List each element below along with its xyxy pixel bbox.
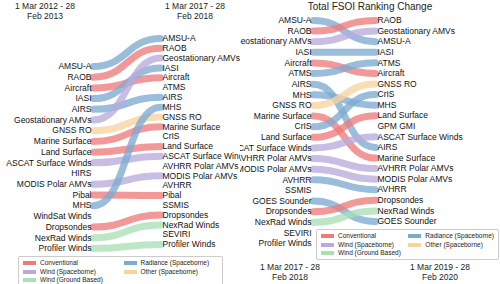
svg-text:Marine Surface: Marine Surface <box>163 122 221 132</box>
svg-text:MHS: MHS <box>293 90 312 100</box>
svg-text:RAOB: RAOB <box>287 26 311 36</box>
html-text:Conventional: Conventional <box>40 259 78 266</box>
html-text:Other (Spaceborne): Other (Spaceborne) <box>425 240 483 248</box>
svg-text:IASI: IASI <box>378 47 394 57</box>
svg-text:Geostationary AMVs: Geostationary AMVs <box>163 53 240 63</box>
html-text:Radiance (Spaceborne): Radiance (Spaceborne) <box>140 259 210 266</box>
svg-text:AMSU-A: AMSU-A <box>58 61 91 71</box>
svg-text:Profiler Winds: Profiler Winds <box>163 239 216 249</box>
svg-text:Profiler Winds: Profiler Winds <box>39 243 92 253</box>
html-text:Wind (Spaceborne): Wind (Spaceborne) <box>40 267 96 275</box>
svg-text:MODIS Polar AMVs: MODIS Polar AMVs <box>378 174 453 184</box>
svg-text:SSMIS: SSMIS <box>285 185 312 195</box>
svg-text:Aircraft: Aircraft <box>65 83 93 93</box>
svg-text:ATMS: ATMS <box>289 68 312 78</box>
svg-text:IASI: IASI <box>75 93 91 103</box>
html-text:1 Mar 2019 - 28 Feb 2020: 1 Mar 2019 - 28 Feb 2020 <box>410 262 470 282</box>
svg-text:Aircraft: Aircraft <box>285 58 313 68</box>
svg-text:ASCAT Surface Winds: ASCAT Surface Winds <box>240 143 312 153</box>
svg-text:RAOB: RAOB <box>378 15 402 25</box>
svg-text:Land Surface: Land Surface <box>163 141 214 151</box>
svg-text:Land Surface: Land Surface <box>261 132 312 142</box>
svg-text:IASI: IASI <box>163 63 179 73</box>
svg-text:Aircraft: Aircraft <box>378 68 406 78</box>
svg-text:GNSS RO: GNSS RO <box>163 112 203 122</box>
svg-text:Land Surface: Land Surface <box>41 147 92 157</box>
svg-text:MODIS Polar AMVs: MODIS Polar AMVs <box>163 171 238 181</box>
svg-text:Marine Surface: Marine Surface <box>254 111 312 121</box>
html-text:Conventional: Conventional <box>338 232 376 239</box>
svg-text:Land Surface: Land Surface <box>378 110 429 120</box>
svg-text:Geostationary AMVs: Geostationary AMVs <box>378 26 455 36</box>
svg-text:GOES Sounder: GOES Sounder <box>252 196 311 206</box>
svg-text:Marine Surface: Marine Surface <box>378 153 436 163</box>
svg-text:RAOB: RAOB <box>67 72 91 82</box>
svg-text:HIRS: HIRS <box>71 168 92 178</box>
svg-text:AIRS: AIRS <box>378 142 398 152</box>
svg-text:Dropsondes: Dropsondes <box>163 210 209 220</box>
svg-text:SEVIRI: SEVIRI <box>163 229 191 239</box>
svg-text:Geostationary AMVs: Geostationary AMVs <box>14 115 91 125</box>
svg-text:AVHRR Polar AMVs: AVHRR Polar AMVs <box>240 153 312 163</box>
svg-text:RAOB: RAOB <box>163 43 187 53</box>
svg-text:ASCAT Surface Winds: ASCAT Surface Winds <box>6 158 91 168</box>
svg-text:Geostationary AMVs: Geostationary AMVs <box>240 36 312 46</box>
html-text:Radiance (Spaceborne): Radiance (Spaceborne) <box>425 232 494 239</box>
svg-text:GNSS RO: GNSS RO <box>378 79 418 89</box>
svg-text:NexRad Winds: NexRad Winds <box>255 217 312 227</box>
svg-text:AIRS: AIRS <box>292 79 312 89</box>
svg-text:ATMS: ATMS <box>163 82 186 92</box>
svg-text:MHS: MHS <box>378 100 397 110</box>
html-text:1 Mar 2017 - 28 Feb 2018: 1 Mar 2017 - 28 Feb 2018 <box>165 1 225 21</box>
svg-text:AVHRR Polar AMVs: AVHRR Polar AMVs <box>378 163 454 173</box>
svg-text:MHS: MHS <box>163 102 182 112</box>
svg-text:CrIS: CrIS <box>378 89 395 99</box>
svg-text:MODIS Polar AMVs: MODIS Polar AMVs <box>240 164 312 174</box>
svg-text:IASI: IASI <box>295 47 311 57</box>
svg-text:ASCAT Surface Winds: ASCAT Surface Winds <box>378 132 463 142</box>
svg-text:CrIS: CrIS <box>163 131 180 141</box>
html-text:1 Mar 2012 - 28 Feb 2013: 1 Mar 2012 - 28 Feb 2013 <box>15 1 75 21</box>
svg-text:MHS: MHS <box>73 200 92 210</box>
html-text:Wind (Ground Based): Wind (Ground Based) <box>338 249 401 256</box>
svg-text:SEVIRI: SEVIRI <box>284 228 312 238</box>
svg-text:AIRS: AIRS <box>163 92 183 102</box>
html-text:Total FSOI Ranking Change: Total FSOI Ranking Change <box>307 1 433 12</box>
svg-text:WindSat Winds: WindSat Winds <box>33 211 91 221</box>
svg-text:AIRS: AIRS <box>72 104 92 114</box>
svg-text:Dropsondes: Dropsondes <box>378 195 424 205</box>
svg-text:GNSS RO: GNSS RO <box>52 125 92 135</box>
svg-text:AVHRR: AVHRR <box>282 175 311 185</box>
svg-text:Dropsondes: Dropsondes <box>266 206 312 216</box>
svg-text:NexRad Winds: NexRad Winds <box>35 233 92 243</box>
svg-text:ASCAT Surface Winds: ASCAT Surface Winds <box>163 151 241 161</box>
svg-text:GPM GMI: GPM GMI <box>378 121 416 131</box>
svg-text:AMSU-A: AMSU-A <box>378 36 411 46</box>
svg-text:Aircraft: Aircraft <box>163 72 191 82</box>
svg-text:Dropsondes: Dropsondes <box>46 222 92 232</box>
svg-text:GOES Sounder: GOES Sounder <box>378 216 437 226</box>
svg-text:NexRad Winds: NexRad Winds <box>378 206 435 216</box>
html-text:Wind (Ground Based): Wind (Ground Based) <box>40 276 103 283</box>
svg-text:Marine Surface: Marine Surface <box>34 136 92 146</box>
svg-text:AVHRR Polar AMVs: AVHRR Polar AMVs <box>163 161 239 171</box>
svg-text:GNSS RO: GNSS RO <box>272 100 312 110</box>
svg-text:AMSU-A: AMSU-A <box>163 33 196 43</box>
svg-text:Profiler Winds: Profiler Winds <box>259 238 312 248</box>
svg-text:MODIS Polar AMVs: MODIS Polar AMVs <box>17 179 92 189</box>
svg-text:ATMS: ATMS <box>378 58 401 68</box>
html-text:Other (Spaceborne): Other (Spaceborne) <box>140 267 198 275</box>
svg-text:NexRad Winds: NexRad Winds <box>163 220 220 230</box>
svg-text:Pibal: Pibal <box>163 190 182 200</box>
html-text:1 Mar 2017 - 28 Feb 2018: 1 Mar 2017 - 28 Feb 2018 <box>260 262 320 282</box>
html-text:Wind (Spaceborne): Wind (Spaceborne) <box>338 240 394 248</box>
svg-text:SSMIS: SSMIS <box>163 200 190 210</box>
svg-text:CrIS: CrIS <box>295 121 312 131</box>
svg-text:AMSU-A: AMSU-A <box>278 15 311 25</box>
svg-text:AVHRR: AVHRR <box>163 180 192 190</box>
svg-text:Pibal: Pibal <box>73 190 92 200</box>
svg-text:AVHRR: AVHRR <box>378 184 407 194</box>
